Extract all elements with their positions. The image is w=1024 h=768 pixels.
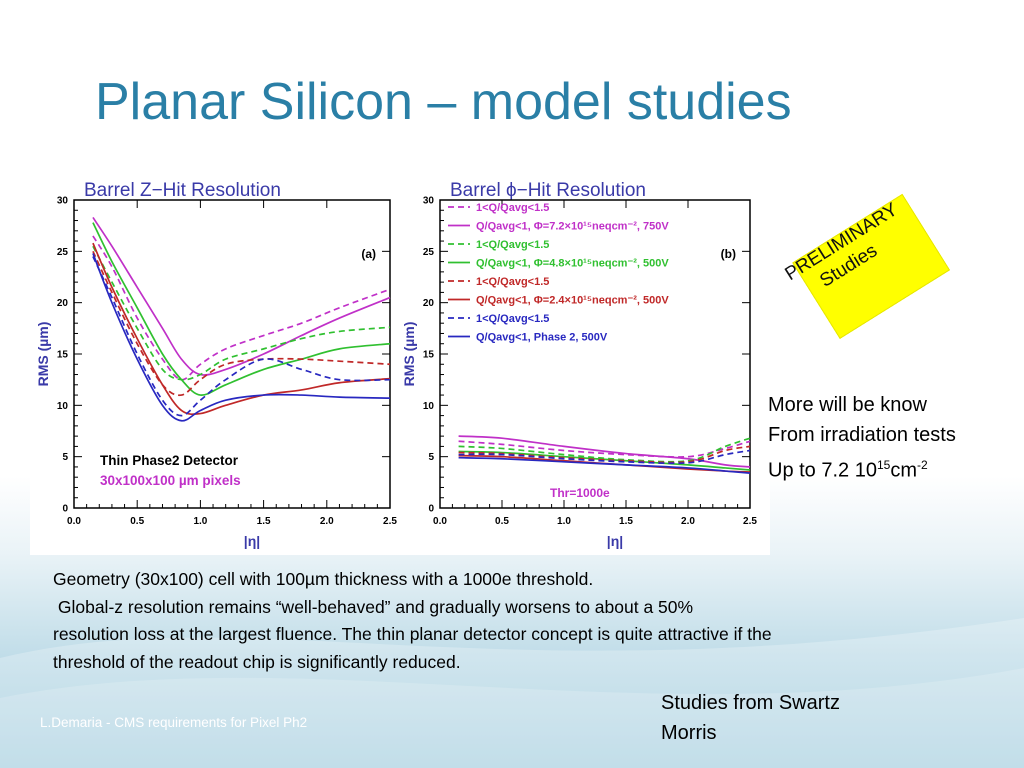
- series-line-magenta: [458, 435, 751, 468]
- plots-figure: Barrel Z−Hit Resolution 0.0 0.5 1.0 1.5 2.0 2.…: [30, 175, 770, 555]
- x-tick-label: 0.5: [130, 516, 144, 527]
- x-tick-label: 2.5: [743, 516, 757, 527]
- series-line-blue: [458, 456, 751, 474]
- x-axis-label: |η|: [244, 533, 260, 549]
- chart-title: Barrel Z−Hit Resolution: [84, 180, 281, 201]
- annotation-threshold: Thr=1000e: [550, 486, 610, 500]
- legend-entry: 1<Q/Qavg<1.5: [476, 202, 549, 214]
- irradiation-note: More will be know From irradiation tests…: [768, 390, 956, 486]
- legend-entry: Q/Qavg<1, Phase 2, 500V: [476, 332, 608, 344]
- series-line-red-dashed: [92, 250, 391, 397]
- x-tick-label: 2.5: [383, 516, 397, 527]
- series-line-green-dashed: [92, 245, 391, 381]
- series-line-red-dashed: [458, 445, 751, 464]
- x-tick-label: 1.0: [557, 516, 571, 527]
- credits-line-2: Morris: [661, 722, 717, 744]
- fluence-unit: cm: [890, 459, 917, 482]
- legend-entry: Q/Qavg<1, Φ=4.8×10¹⁵neqcm⁻², 500V: [476, 258, 669, 270]
- y-tick-label: 20: [423, 298, 435, 309]
- slide-title: Planar Silicon – model studies: [95, 73, 792, 131]
- y-tick-label: 30: [57, 196, 69, 207]
- description-line-4: threshold of the readout chip is signifi…: [53, 651, 461, 672]
- series-line-magenta-dashed: [92, 235, 391, 381]
- y-axis-label: RMS (µm): [35, 322, 51, 387]
- series-line-magenta-dashed: [458, 440, 751, 458]
- y-tick-label: 20: [57, 298, 69, 309]
- slide-footer: L.Demaria - CMS requirements for Pixel P…: [40, 715, 308, 730]
- y-tick-label: 30: [423, 196, 435, 207]
- y-axis-label: RMS (µm): [401, 322, 417, 387]
- panel-label: (b): [721, 247, 736, 261]
- y-tick-label: 10: [423, 401, 435, 412]
- y-tick-label: 15: [423, 350, 435, 361]
- x-tick-label: 2.0: [320, 516, 334, 527]
- series-line-blue-dashed: [458, 449, 751, 465]
- legend-entry: Q/Qavg<1, Φ=7.2×10¹⁵neqcm⁻², 750V: [476, 221, 669, 233]
- x-tick-label: 1.5: [619, 516, 633, 527]
- y-tick-label: 5: [62, 452, 68, 463]
- x-tick-label: 0.5: [495, 516, 509, 527]
- fluence-unit-exponent: -2: [917, 458, 928, 472]
- x-axis-label: |η|: [607, 533, 623, 549]
- annotation-detector: Thin Phase2 Detector: [100, 453, 239, 468]
- y-tick-label: 5: [428, 452, 434, 463]
- x-tick-label: 1.5: [257, 516, 271, 527]
- description-line-1: Geometry (30x100) cell with 100µm thickn…: [53, 569, 594, 589]
- x-tick-label: 2.0: [681, 516, 695, 527]
- series-line-green: [458, 450, 751, 471]
- note-line-1: More will be know: [768, 394, 927, 416]
- x-tick-label: 0.0: [67, 516, 81, 527]
- description-line-3: resolution loss at the largest fluence. …: [53, 624, 772, 644]
- legend-entry: 1<Q/Qavg<1.5: [476, 276, 549, 288]
- series-line-green: [92, 222, 391, 396]
- fluence-prefix: Up to 7.2 10: [768, 459, 877, 482]
- y-tick-label: 10: [57, 401, 69, 412]
- series-line-green-dashed: [458, 437, 751, 463]
- fluence-exponent: 15: [876, 458, 891, 472]
- legend-entry: 1<Q/Qavg<1.5: [476, 239, 549, 251]
- y-tick-label: 25: [57, 247, 69, 258]
- y-tick-label: 25: [423, 247, 435, 258]
- preliminary-stamp: PRELIMINARY Studies: [781, 193, 960, 340]
- annotation-pixels: 30x100x100 µm pixels: [100, 473, 241, 488]
- x-tick-label: 0.0: [433, 516, 447, 527]
- x-tick-label: 1.0: [193, 516, 207, 527]
- series-line-blue: [92, 253, 391, 422]
- chart-panel-a: Barrel Z−Hit Resolution 0.0 0.5 1.0 1.5 2.0 2.…: [35, 180, 397, 549]
- legend-entry: Q/Qavg<1, Φ=2.4×10¹⁵neqcm⁻², 500V: [476, 295, 669, 307]
- credits-line-1: Studies from Swartz: [661, 692, 840, 714]
- y-tick-label: 0: [62, 504, 68, 515]
- series-line-red: [92, 242, 391, 416]
- y-tick-label: 15: [57, 350, 69, 361]
- chart-title: Barrel ϕ−Hit Resolution: [450, 180, 646, 201]
- legend-entry: 1<Q/Qavg<1.5: [476, 313, 549, 325]
- description-paragraph: Geometry (30x100) cell with 100µm thickn…: [53, 566, 1003, 676]
- chart-panel-b: Barrel ϕ−Hit Resolution 0.0 0.5 1.0 1.5 2.0 2.…: [401, 180, 757, 549]
- panel-label: (a): [361, 247, 376, 261]
- credits: Studies from Swartz Morris: [661, 688, 840, 748]
- note-line-3: Up to 7.2 1015cm-2: [768, 450, 956, 486]
- note-line-2: From irradiation tests: [768, 424, 956, 446]
- y-tick-label: 0: [428, 504, 434, 515]
- description-line-2: Global-z resolution remains “well-behave…: [53, 596, 694, 617]
